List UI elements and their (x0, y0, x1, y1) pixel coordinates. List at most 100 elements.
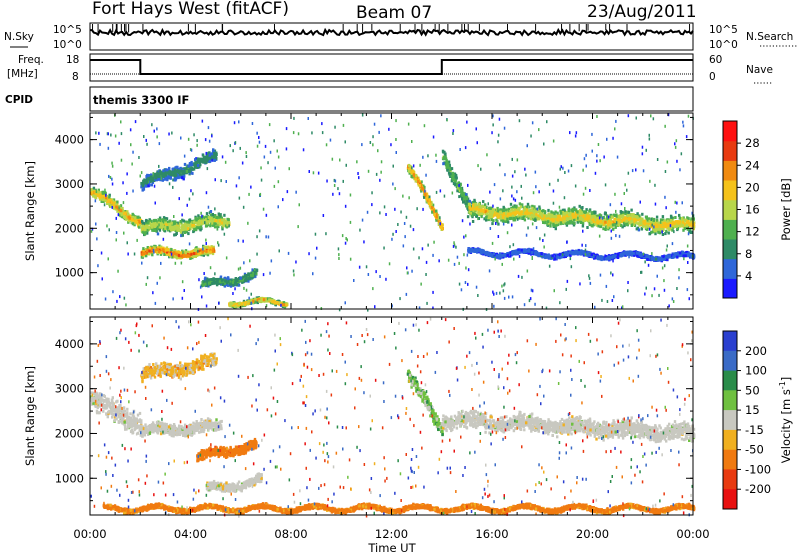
echo-cell (155, 173, 158, 177)
echo-cell (689, 222, 693, 226)
echo-cell (497, 222, 500, 226)
echo-cell (216, 277, 220, 281)
echo-cell (575, 218, 578, 222)
echo-cell (125, 216, 128, 220)
echo-cell (109, 205, 112, 208)
echo-cell (172, 228, 176, 232)
echo-cell (130, 218, 134, 221)
echo-cell (153, 246, 156, 250)
echo-cell (282, 301, 286, 305)
echo-cell (160, 220, 163, 224)
echo-cell (195, 246, 198, 250)
echo-cell (227, 218, 230, 222)
echo-cell (439, 225, 443, 229)
echo-cell (474, 202, 478, 206)
echo-cell (177, 227, 181, 231)
echo-cell (142, 180, 146, 184)
echo-cell (612, 213, 616, 217)
echo-cell (435, 209, 438, 213)
echo-cell (251, 268, 254, 272)
echo-cell (253, 300, 257, 304)
echo-cell (184, 249, 188, 253)
echo-cell (621, 215, 625, 219)
echo-cell (571, 217, 574, 221)
echo-cell (218, 214, 221, 218)
echo-cell (201, 153, 205, 157)
echo-cell (666, 223, 669, 227)
echo-cell (199, 251, 203, 255)
echo-cell (525, 211, 529, 215)
echo-cell (163, 168, 167, 172)
echo-cell (196, 159, 199, 162)
echo-cell (150, 173, 153, 177)
echo-cell (468, 210, 471, 214)
echo-cell (195, 165, 198, 169)
echo-cell (161, 178, 164, 182)
echo-cell (206, 221, 209, 225)
echo-cell (659, 220, 663, 224)
echo-cell (102, 200, 105, 203)
echo-cell (531, 204, 534, 208)
echo-cell (161, 220, 165, 224)
echo-cell (165, 246, 169, 250)
echo-cell (107, 201, 111, 205)
echo-cell (142, 247, 145, 251)
echo-cell (614, 214, 617, 217)
echo-cell (211, 252, 215, 256)
echo-cell (570, 208, 573, 212)
echo-cell (534, 215, 538, 219)
echo-cell (189, 163, 192, 167)
echo-cell (670, 226, 673, 229)
echo-cell (234, 303, 237, 307)
echo-cell (173, 249, 177, 252)
echo-cell (554, 227, 557, 231)
echo-cell (215, 224, 218, 228)
echo-cell (503, 208, 506, 212)
echo-cell (658, 223, 662, 227)
echo-cell (522, 211, 525, 215)
echo-cell (147, 174, 150, 177)
echo-cell (179, 220, 182, 223)
echo-cell (164, 177, 167, 181)
echo-cell (138, 220, 142, 224)
echo-cell (553, 212, 556, 216)
cpid-label: CPID (5, 94, 33, 106)
echo-cell (122, 212, 125, 216)
echo-cell (629, 217, 632, 220)
echo-cell (512, 216, 516, 220)
echo-cell (144, 252, 147, 255)
echo-cell (677, 223, 680, 227)
echo-cell (561, 210, 565, 214)
echo-cell (120, 213, 123, 217)
echo-cell (492, 208, 496, 212)
echo-cell (207, 216, 211, 220)
echo-cell (469, 211, 472, 215)
echo-cell (541, 214, 544, 218)
echo-cell (678, 216, 681, 220)
echo-cell (154, 248, 158, 252)
echo-cell (645, 224, 649, 228)
echo-cell (106, 200, 109, 203)
echo-cell (212, 148, 215, 152)
echo-cell (501, 219, 505, 223)
echo-cell (408, 169, 411, 173)
echo-cell (226, 223, 229, 227)
echo-cell (173, 174, 176, 178)
echo-cell (417, 180, 420, 183)
echo-cell (568, 217, 571, 220)
echo-cell (433, 212, 436, 216)
echo-cell (197, 216, 201, 220)
echo-cell (588, 222, 591, 226)
echo-cell (675, 224, 678, 228)
echo-cell (478, 213, 481, 217)
echo-cell (201, 216, 204, 220)
echo-cell (606, 225, 609, 229)
echo-cell (202, 253, 205, 257)
echo-cell (185, 167, 188, 171)
echo-cell (108, 193, 111, 197)
echo-cell (550, 217, 554, 221)
echo-cell (630, 213, 634, 217)
echo-cell (563, 217, 566, 221)
echo-cell (191, 223, 194, 227)
